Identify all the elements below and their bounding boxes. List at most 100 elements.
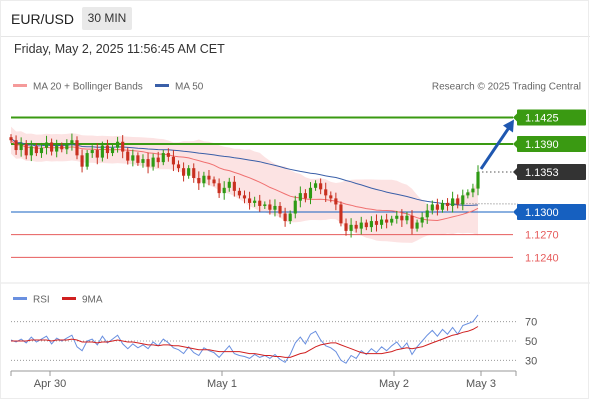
rsi-legend-swatch [13, 297, 27, 300]
candle-body [60, 145, 64, 150]
candle-body [278, 205, 282, 214]
candle-body [400, 215, 404, 221]
candle-body [197, 178, 201, 184]
candle-body [354, 224, 358, 229]
rsi-tick-label-30: 30 [525, 355, 537, 367]
candle-body [288, 213, 292, 222]
candle-body [248, 198, 252, 203]
candle-body [24, 144, 28, 156]
candle-body [126, 151, 130, 161]
candle-body [100, 145, 104, 158]
candle-body [151, 157, 155, 167]
candle-body [364, 222, 368, 228]
candle-body [202, 175, 206, 184]
candle-body [445, 202, 450, 206]
candle-body [232, 181, 236, 191]
x-tick-label: Apr 30 [34, 378, 66, 390]
candle-body [75, 140, 79, 156]
candle-body [440, 202, 445, 210]
candle-body [395, 215, 399, 219]
candle-body [131, 155, 135, 161]
candle-body [44, 142, 49, 148]
ma50-extension [442, 202, 519, 205]
level-tag-current [517, 163, 586, 180]
candle-body [70, 140, 74, 144]
candle-body [319, 183, 323, 190]
rsi-ma-legend-label: 9MA [82, 295, 103, 306]
rsi-ma-line [11, 326, 479, 358]
level-tag-resistance [517, 109, 586, 126]
candle-body [182, 168, 186, 176]
candle-body [369, 221, 373, 228]
candle-body [161, 153, 165, 163]
level-tag-pivot [517, 204, 586, 220]
candle-body [116, 141, 120, 148]
candle-body [263, 204, 267, 206]
candle-body [19, 144, 23, 151]
rsi-legend-label: RSI [33, 295, 50, 306]
candle-body [110, 147, 115, 154]
ma50-line [10, 137, 479, 206]
candle-body [95, 150, 99, 158]
candle-body [222, 187, 226, 194]
ma50-legend-label: MA 50 [175, 82, 204, 93]
rsi-ma-legend-swatch [62, 297, 76, 300]
candle-body [293, 200, 297, 214]
candle-body [374, 221, 379, 225]
level-tag-resistance [517, 136, 586, 152]
level-tag-pointer [513, 113, 517, 122]
level-label-1.1300: 1.1300 [525, 207, 559, 219]
candle-body [9, 137, 13, 141]
candle-body [273, 205, 277, 210]
candle-body [349, 224, 353, 231]
candle-body [90, 150, 94, 154]
candle-body [39, 147, 44, 154]
candle-body [242, 195, 247, 199]
candle-body [334, 198, 338, 205]
chart-header: EUR/USD 30 MIN [0, 0, 590, 36]
candle-body [105, 145, 110, 154]
level-label-1.1390: 1.1390 [525, 139, 559, 151]
candle-body [253, 200, 257, 203]
candle-body [55, 145, 59, 152]
rsi-tick-label-50: 50 [525, 336, 537, 348]
level-label-1.1353: 1.1353 [525, 167, 559, 179]
candle-body [80, 155, 84, 167]
candle-body [329, 195, 333, 199]
level-tag-pointer [513, 140, 517, 148]
candle-body [141, 159, 145, 163]
candle-body [430, 204, 434, 211]
rsi-line [10, 314, 479, 364]
forecast-arrow-shaft [479, 126, 511, 170]
rsi-tick-label-70: 70 [525, 317, 537, 329]
ma20-line [10, 139, 479, 222]
candle-body [227, 181, 231, 188]
candle-body [359, 222, 363, 229]
header-divider [0, 36, 590, 37]
candle-body [192, 168, 196, 178]
candle-body [121, 141, 125, 152]
candle-body [298, 193, 302, 201]
ma50-legend-swatch [155, 84, 169, 87]
candle-body [390, 218, 394, 223]
candle-body [136, 155, 140, 163]
x-tick-label: May 1 [207, 378, 237, 390]
candle-body [65, 144, 69, 150]
candle-body [456, 198, 460, 205]
price-chart: 1.1425 1.1390 1.1353 1.1300 1.1270 1.1240 [9, 109, 586, 264]
candle-body [146, 159, 150, 167]
candle-body [466, 192, 470, 196]
candle-body [339, 204, 343, 224]
candle-body [405, 215, 409, 221]
x-tick-label: May 3 [466, 378, 496, 390]
candle-body [237, 190, 241, 196]
symbol-label: EUR/USD [11, 11, 75, 27]
candle-body [420, 217, 424, 223]
candle-body [187, 168, 191, 176]
candle-body [217, 183, 221, 194]
candle-body [461, 195, 465, 205]
candle-body [410, 215, 414, 229]
timeframe-button[interactable]: 30 MIN [82, 7, 132, 30]
candle-body [156, 157, 160, 163]
candle-body [85, 153, 89, 167]
